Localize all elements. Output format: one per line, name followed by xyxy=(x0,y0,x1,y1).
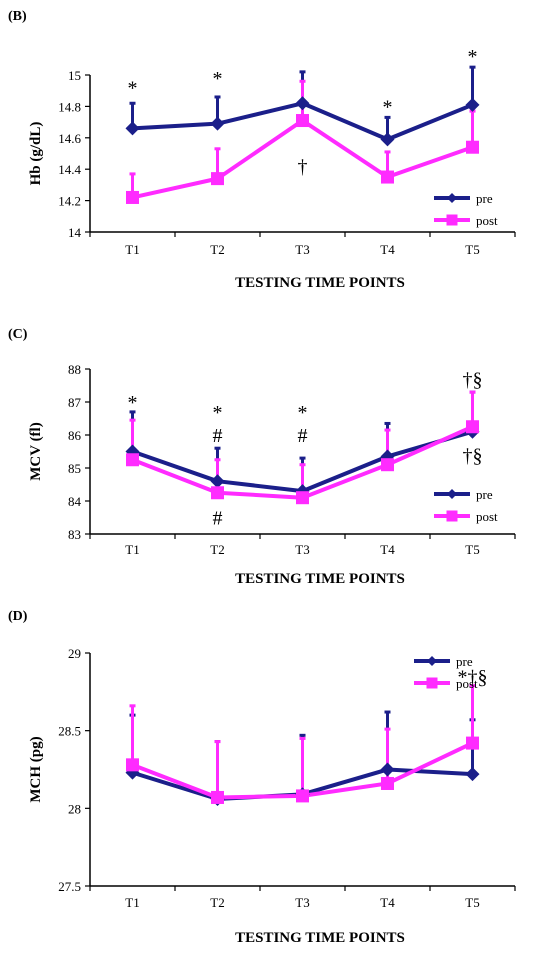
y-tick-label: 28 xyxy=(68,801,81,816)
data-point-pre xyxy=(295,96,310,111)
data-point-pre xyxy=(210,116,225,131)
significance-marker: * xyxy=(213,402,223,424)
legend: pre post xyxy=(434,191,498,228)
data-point-pre xyxy=(465,97,480,112)
x-tick-label: T4 xyxy=(380,895,395,910)
legend-marker-post xyxy=(446,214,458,226)
y-tick-label: 27.5 xyxy=(58,879,81,894)
y-axis-title: MCH (pg) xyxy=(28,736,44,802)
x-tick-label: T2 xyxy=(210,895,224,910)
y-tick-label: 15 xyxy=(68,68,81,83)
x-tick-label: T2 xyxy=(210,542,224,557)
significance-marker: * xyxy=(298,402,308,424)
significance-marker: # xyxy=(213,508,223,530)
y-tick-label: 29 xyxy=(68,646,81,661)
panel-label: (B) xyxy=(8,9,27,24)
legend: pre post xyxy=(414,654,478,691)
chart-panel-b: (B) 14 14.2 14.4 14.6 14.8 15 T1 T2 T3 T4 T5 TESTING… xyxy=(0,0,550,310)
y-tick-label: 88 xyxy=(68,362,81,377)
data-point-post xyxy=(381,458,394,472)
chart-panel-c: (C) 83 84 85 86 87 88 T1 T2 T3 T4 T5 TESTING TIME PO… xyxy=(0,318,550,600)
x-tick-label: T3 xyxy=(295,242,309,257)
y-tick-label: 14.6 xyxy=(58,131,81,146)
x-tick-label: T5 xyxy=(465,542,479,557)
y-tick-label: 86 xyxy=(68,428,82,443)
y-tick-label: 85 xyxy=(68,461,81,476)
y-tick-label: 87 xyxy=(68,395,82,410)
x-tick-label: T2 xyxy=(210,242,224,257)
data-point-post xyxy=(211,790,224,804)
y-tick-label: 83 xyxy=(68,527,81,542)
y-axis-title: MCV (fl) xyxy=(28,422,44,480)
legend-label-pre: pre xyxy=(456,654,473,669)
x-tick-label: T1 xyxy=(125,542,139,557)
panel-label: (D) xyxy=(8,609,28,624)
y-axis-title: Hb (g/dL) xyxy=(28,122,44,186)
data-point-post xyxy=(126,453,139,467)
x-axis-title: TESTING TIME POINTS xyxy=(235,275,405,291)
x-tick-label: T3 xyxy=(295,542,309,557)
significance-marker: *†§ xyxy=(458,666,488,688)
data-point-post xyxy=(126,190,139,204)
x-axis-title: TESTING TIME POINTS xyxy=(235,930,405,946)
chart-panel-d: (D) 27.5 28 28.5 29 T1 T2 T3 T4 T5 TESTING TIME PO… xyxy=(0,600,550,950)
x-tick-label: T1 xyxy=(125,242,139,257)
x-tick-label: T5 xyxy=(465,242,479,257)
data-point-post xyxy=(296,491,309,505)
legend-label-post: post xyxy=(456,676,478,691)
x-axis-title: TESTING TIME POINTS xyxy=(235,571,405,587)
chart-svg: (C) 83 84 85 86 87 88 T1 T2 T3 T4 T5 TESTING TIME PO… xyxy=(8,327,516,587)
x-tick-label: T4 xyxy=(380,542,395,557)
legend-label-post: post xyxy=(476,509,498,524)
significance-marker: * xyxy=(213,68,223,90)
data-point-post xyxy=(466,420,479,434)
data-point-post xyxy=(381,170,394,184)
data-point-post xyxy=(466,140,479,154)
data-point-pre xyxy=(380,762,395,777)
chart-svg: (B) 14 14.2 14.4 14.6 14.8 15 T1 T2 T3 T4 T5 TESTING… xyxy=(8,9,516,291)
data-point-post xyxy=(211,486,224,500)
data-point-post xyxy=(126,758,139,772)
significance-marker: † xyxy=(298,156,308,178)
data-point-post xyxy=(296,114,309,128)
x-tick-label: T5 xyxy=(465,895,479,910)
x-tick-label: T3 xyxy=(295,895,309,910)
y-tick-label: 14 xyxy=(68,225,82,240)
y-tick-label: 14.2 xyxy=(58,194,81,209)
x-tick-label: T4 xyxy=(380,242,395,257)
legend-marker-pre xyxy=(447,489,457,499)
data-point-pre xyxy=(125,121,140,136)
legend-marker-post xyxy=(446,510,458,522)
data-point-post xyxy=(466,736,479,750)
legend-label-pre: pre xyxy=(476,487,493,502)
significance-marker: †§ xyxy=(463,369,483,391)
y-tick-label: 14.8 xyxy=(58,99,81,114)
significance-marker: * xyxy=(468,46,478,68)
y-tick-label: 28.5 xyxy=(58,724,81,739)
legend-marker-post xyxy=(426,677,438,689)
panel-label: (C) xyxy=(8,327,28,342)
significance-marker: * xyxy=(383,96,393,118)
data-point-pre xyxy=(380,449,395,464)
data-point-pre xyxy=(380,132,395,147)
y-tick-label: 14.4 xyxy=(58,162,81,177)
chart-svg: (D) 27.5 28 28.5 29 T1 T2 T3 T4 T5 TESTING TIME PO… xyxy=(8,609,516,946)
data-point-post xyxy=(211,172,224,186)
significance-marker: # xyxy=(298,425,308,447)
legend-marker-pre xyxy=(447,193,457,203)
legend-marker-pre xyxy=(427,656,437,666)
significance-marker: * xyxy=(128,78,138,100)
legend: pre post xyxy=(434,487,498,524)
significance-marker: # xyxy=(213,425,223,447)
legend-label-post: post xyxy=(476,213,498,228)
data-point-pre xyxy=(465,767,480,782)
data-point-pre xyxy=(210,474,225,489)
significance-marker: * xyxy=(128,392,138,414)
data-point-post xyxy=(296,789,309,803)
data-point-post xyxy=(381,776,394,790)
x-tick-label: T1 xyxy=(125,895,139,910)
legend-label-pre: pre xyxy=(476,191,493,206)
significance-marker: †§ xyxy=(463,445,483,467)
y-tick-label: 84 xyxy=(68,494,82,509)
